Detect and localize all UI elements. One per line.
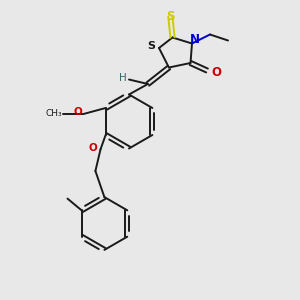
Text: N: N [189,33,200,46]
Text: O: O [88,143,97,153]
Text: S: S [166,10,175,23]
Text: S: S [148,40,155,51]
Text: O: O [211,65,221,79]
Text: CH₃: CH₃ [46,110,62,118]
Text: H: H [118,73,126,83]
Text: O: O [74,106,82,117]
